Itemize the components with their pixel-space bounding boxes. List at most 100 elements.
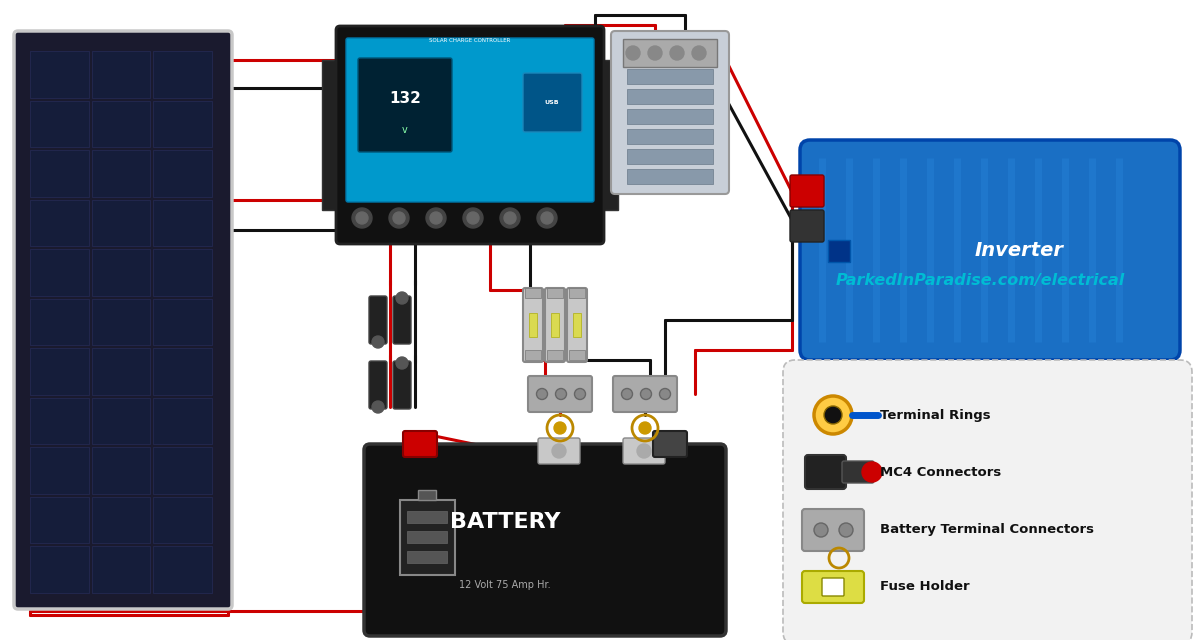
Bar	[407, 551, 446, 563]
FancyBboxPatch shape	[822, 578, 844, 596]
Text: 132: 132	[389, 90, 421, 106]
Circle shape	[670, 46, 684, 60]
Bar	[418, 490, 436, 500]
FancyBboxPatch shape	[392, 361, 410, 409]
Circle shape	[626, 46, 640, 60]
Circle shape	[622, 388, 632, 399]
Circle shape	[554, 422, 566, 434]
Text: SOLAR CHARGE CONTROLLER: SOLAR CHARGE CONTROLLER	[430, 38, 511, 42]
Bar	[91, 51, 150, 97]
Circle shape	[463, 208, 482, 228]
Bar	[547, 350, 563, 360]
FancyBboxPatch shape	[623, 438, 665, 464]
FancyBboxPatch shape	[14, 31, 232, 609]
Circle shape	[396, 357, 408, 369]
Bar	[154, 547, 212, 593]
FancyBboxPatch shape	[370, 296, 386, 344]
Text: v: v	[402, 125, 408, 135]
FancyBboxPatch shape	[358, 58, 452, 152]
Circle shape	[641, 388, 652, 399]
Bar	[30, 200, 89, 246]
Bar	[154, 100, 212, 147]
FancyBboxPatch shape	[538, 438, 580, 464]
FancyBboxPatch shape	[370, 361, 386, 409]
FancyBboxPatch shape	[782, 360, 1192, 640]
Bar	[30, 348, 89, 395]
FancyBboxPatch shape	[336, 26, 604, 244]
FancyBboxPatch shape	[392, 296, 410, 344]
Circle shape	[396, 292, 408, 304]
Circle shape	[352, 208, 372, 228]
Bar	[407, 531, 446, 543]
FancyBboxPatch shape	[653, 431, 686, 457]
Circle shape	[392, 212, 404, 224]
Bar	[322, 60, 346, 210]
Circle shape	[467, 212, 479, 224]
Circle shape	[839, 523, 853, 537]
Text: BATTERY: BATTERY	[450, 512, 560, 532]
Bar	[154, 299, 212, 345]
FancyBboxPatch shape	[528, 376, 592, 412]
Circle shape	[638, 422, 650, 434]
Bar	[407, 511, 446, 523]
Bar	[569, 350, 584, 360]
FancyBboxPatch shape	[790, 175, 824, 207]
Bar	[626, 89, 713, 104]
Text: MC4 Connectors: MC4 Connectors	[880, 465, 1001, 479]
Circle shape	[814, 523, 828, 537]
Bar	[623, 39, 716, 67]
Circle shape	[372, 336, 384, 348]
Circle shape	[430, 212, 442, 224]
Text: Fuse Holder: Fuse Holder	[880, 580, 970, 593]
Circle shape	[648, 46, 662, 60]
Bar	[547, 288, 563, 298]
FancyBboxPatch shape	[802, 509, 864, 551]
Bar	[30, 150, 89, 196]
Circle shape	[426, 208, 446, 228]
Bar	[154, 447, 212, 494]
FancyBboxPatch shape	[613, 376, 677, 412]
Bar	[91, 200, 150, 246]
Circle shape	[814, 396, 852, 434]
Circle shape	[541, 212, 553, 224]
FancyBboxPatch shape	[805, 455, 846, 489]
Bar	[529, 313, 536, 337]
Bar	[91, 547, 150, 593]
Bar	[154, 200, 212, 246]
FancyBboxPatch shape	[523, 73, 582, 132]
Bar	[154, 51, 212, 97]
Circle shape	[372, 401, 384, 413]
Bar	[569, 288, 584, 298]
Bar	[572, 313, 581, 337]
Circle shape	[556, 388, 566, 399]
Bar	[30, 51, 89, 97]
FancyBboxPatch shape	[545, 288, 565, 362]
Bar	[154, 150, 212, 196]
Bar	[30, 299, 89, 345]
FancyBboxPatch shape	[611, 31, 728, 194]
Circle shape	[536, 388, 547, 399]
FancyBboxPatch shape	[364, 444, 726, 636]
Circle shape	[356, 212, 368, 224]
FancyBboxPatch shape	[403, 431, 437, 457]
Bar	[30, 249, 89, 296]
Circle shape	[538, 208, 557, 228]
Bar	[595, 60, 618, 210]
Bar	[91, 447, 150, 494]
FancyBboxPatch shape	[523, 288, 542, 362]
Bar	[828, 240, 850, 262]
Bar	[91, 100, 150, 147]
FancyBboxPatch shape	[790, 210, 824, 242]
Bar	[154, 348, 212, 395]
Text: Inverter: Inverter	[974, 241, 1063, 259]
Circle shape	[660, 388, 671, 399]
Text: USB: USB	[545, 99, 559, 104]
Bar	[626, 149, 713, 164]
Text: Battery Terminal Connectors: Battery Terminal Connectors	[880, 524, 1094, 536]
Bar	[400, 500, 455, 575]
Circle shape	[389, 208, 409, 228]
Bar	[91, 249, 150, 296]
Circle shape	[692, 46, 706, 60]
Bar	[154, 497, 212, 543]
Circle shape	[824, 406, 842, 424]
